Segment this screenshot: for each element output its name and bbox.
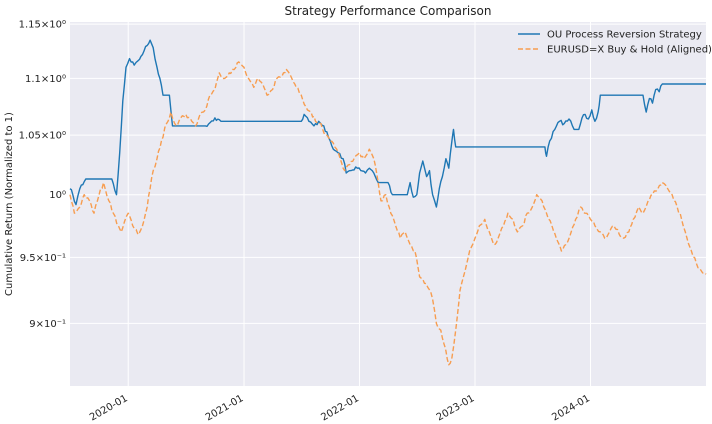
y-tick-label: 1.15×10⁰	[19, 20, 66, 31]
legend: OU Process Reversion Strategy EURUSD=X Bu…	[518, 30, 712, 56]
y-tick-label: 9×10⁻¹	[29, 319, 66, 330]
y-tick-label: 9.5×10⁻¹	[20, 253, 66, 264]
grid	[70, 22, 706, 386]
y-tick-label: 10⁰	[49, 190, 66, 201]
y-axis-label: Cumulative Return (Normalized to 1)	[4, 112, 15, 296]
legend-label: EURUSD=X Buy & Hold (Aligned)	[547, 45, 712, 56]
y-axis-ticks: 9×10⁻¹ 9.5×10⁻¹ 10⁰ 1.05×10⁰ 1.1×10⁰ 1.15×10⁰	[19, 20, 66, 330]
y-tick-label: 1.05×10⁰	[19, 131, 66, 142]
chart-title: Strategy Performance Comparison	[285, 4, 492, 18]
plot-area	[70, 22, 706, 386]
series-line-2	[69, 61, 707, 366]
legend-label: OU Process Reversion Strategy	[547, 30, 702, 41]
y-tick-label: 1.1×10⁰	[25, 74, 66, 85]
series-group	[69, 39, 707, 366]
series-line-1	[69, 39, 706, 208]
